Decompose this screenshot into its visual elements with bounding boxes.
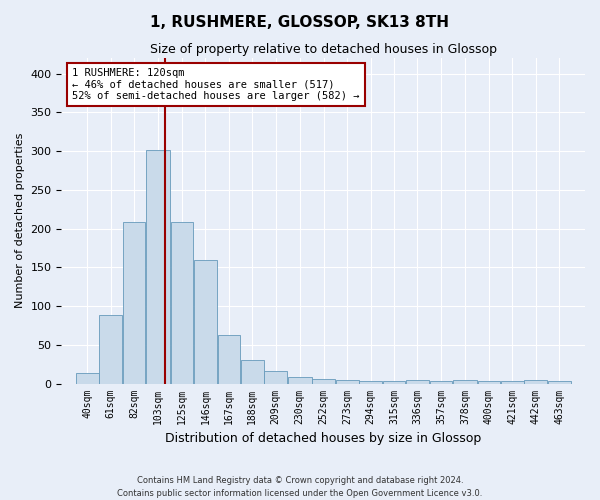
- Bar: [76, 372, 98, 384]
- Bar: [218, 334, 240, 384]
- Bar: [99, 316, 122, 384]
- Text: 1, RUSHMERE, GLOSSOP, SK13 8TH: 1, RUSHMERE, GLOSSOP, SK13 8TH: [151, 15, 449, 30]
- Bar: [478, 381, 500, 384]
- X-axis label: Distribution of detached houses by size in Glossop: Distribution of detached houses by size …: [165, 432, 481, 445]
- Bar: [313, 379, 335, 384]
- Bar: [406, 380, 429, 384]
- Bar: [241, 360, 264, 384]
- Text: Contains HM Land Registry data © Crown copyright and database right 2024.
Contai: Contains HM Land Registry data © Crown c…: [118, 476, 482, 498]
- Bar: [359, 381, 382, 384]
- Bar: [288, 376, 311, 384]
- Bar: [170, 222, 193, 384]
- Text: 1 RUSHMERE: 120sqm
← 46% of detached houses are smaller (517)
52% of semi-detach: 1 RUSHMERE: 120sqm ← 46% of detached hou…: [72, 68, 359, 101]
- Bar: [524, 380, 547, 384]
- Bar: [336, 380, 359, 384]
- Bar: [430, 381, 452, 384]
- Bar: [383, 381, 406, 384]
- Bar: [146, 150, 170, 384]
- Bar: [194, 260, 217, 384]
- Bar: [548, 381, 571, 384]
- Bar: [122, 222, 145, 384]
- Y-axis label: Number of detached properties: Number of detached properties: [15, 133, 25, 308]
- Bar: [501, 381, 524, 384]
- Bar: [265, 371, 287, 384]
- Bar: [453, 380, 477, 384]
- Title: Size of property relative to detached houses in Glossop: Size of property relative to detached ho…: [150, 42, 497, 56]
